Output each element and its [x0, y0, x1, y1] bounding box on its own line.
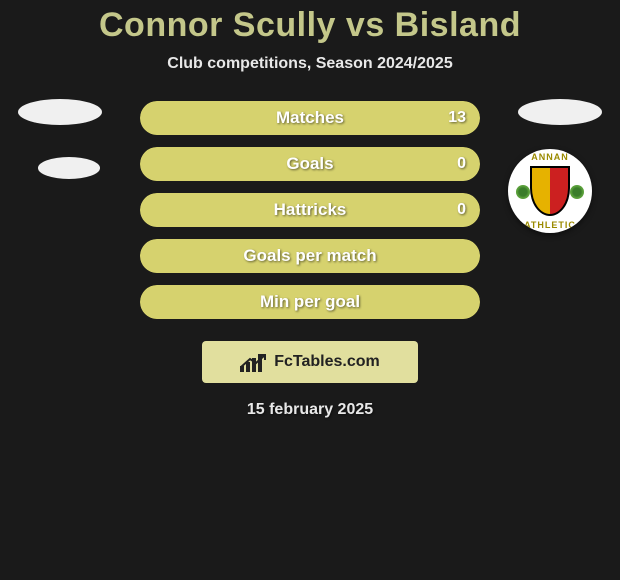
stat-bar: Min per goal — [140, 285, 480, 319]
stat-bars: Matches13Goals0Hattricks0Goals per match… — [140, 101, 480, 319]
arrow-up-icon — [240, 354, 266, 368]
page-title: Connor Scully vs Bisland — [99, 6, 521, 45]
left-team-badge-2 — [30, 149, 108, 227]
stat-label: Matches — [140, 101, 480, 135]
stat-label: Hattricks — [140, 193, 480, 227]
stat-bar: Goals0 — [140, 147, 480, 181]
thistle-icon — [570, 185, 584, 199]
comparison-card: Connor Scully vs Bisland Club competitio… — [0, 0, 620, 580]
footer-date: 15 february 2025 — [0, 401, 620, 419]
placeholder-ellipse-icon — [18, 99, 102, 125]
right-team-badge-2: ANNAN ATHLETIC — [508, 149, 592, 233]
stat-label: Min per goal — [140, 285, 480, 319]
bar-chart-icon — [240, 352, 268, 372]
stat-value-right: 13 — [448, 101, 466, 135]
stat-bar: Hattricks0 — [140, 193, 480, 227]
club-crest-icon: ANNAN ATHLETIC — [508, 149, 592, 233]
stat-value-right: 0 — [457, 193, 466, 227]
stat-label: Goals — [140, 147, 480, 181]
shield-icon — [530, 166, 570, 216]
stats-area: ANNAN ATHLETIC Matches13Goals0Hattricks0… — [0, 101, 620, 419]
thistle-icon — [516, 185, 530, 199]
stat-bar: Goals per match — [140, 239, 480, 273]
stat-bar: Matches13 — [140, 101, 480, 135]
placeholder-ellipse-icon — [518, 99, 602, 125]
stat-label: Goals per match — [140, 239, 480, 273]
crest-text-top: ANNAN — [508, 152, 592, 162]
site-logo[interactable]: FcTables.com — [202, 341, 418, 383]
page-subtitle: Club competitions, Season 2024/2025 — [167, 55, 452, 73]
crest-text-bottom: ATHLETIC — [508, 220, 592, 230]
site-logo-text: FcTables.com — [274, 353, 380, 371]
stat-value-right: 0 — [457, 147, 466, 181]
placeholder-ellipse-icon — [38, 157, 100, 179]
